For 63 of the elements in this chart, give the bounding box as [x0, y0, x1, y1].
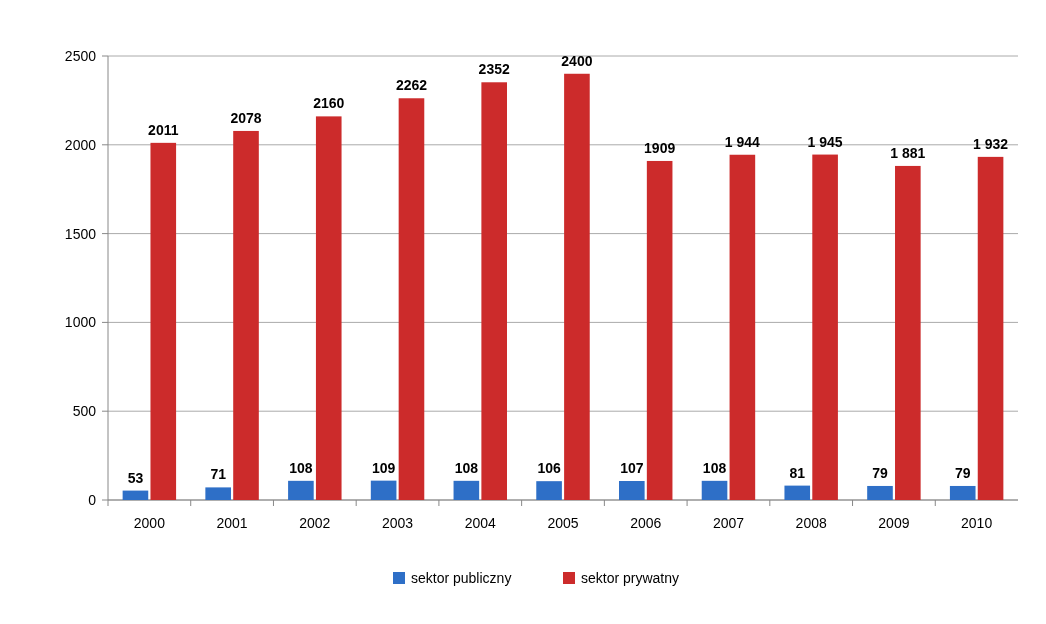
y-tick-label: 1500 [64, 225, 97, 242]
bar [729, 154, 756, 500]
data-label: 108 [289, 459, 313, 476]
x-tick-label: 2006 [630, 515, 662, 531]
bar [564, 73, 590, 500]
bar [205, 487, 231, 500]
data-label: 2262 [395, 77, 428, 94]
bar [288, 480, 314, 500]
data-label: 2352 [478, 61, 510, 78]
bar [701, 480, 728, 500]
data-label: 2160 [313, 95, 345, 112]
bar [977, 156, 1004, 500]
data-label: 1909 [644, 139, 676, 156]
y-tick-label: 1000 [64, 314, 97, 331]
x-tick-label: 2003 [381, 515, 414, 531]
data-label: 107 [620, 460, 644, 476]
bar [150, 142, 177, 500]
x-tick-label: 2007 [712, 515, 745, 531]
x-tick-label: 2008 [795, 515, 827, 531]
bar [812, 154, 838, 500]
data-label: 1 945 [807, 133, 843, 150]
data-label: 106 [537, 460, 561, 477]
x-tick-label: 2010 [961, 515, 993, 531]
x-tick-label: 2004 [464, 515, 497, 531]
x-tick-label: 2009 [878, 515, 910, 531]
x-tick-label: 2001 [216, 515, 248, 531]
y-tick-label: 0 [88, 491, 97, 508]
legend-label: sektor prywatny [581, 569, 680, 586]
x-tick-label: 2002 [299, 515, 331, 531]
data-label: 1 881 [890, 144, 926, 161]
x-tick-label: 2000 [133, 515, 166, 531]
bar [398, 98, 425, 500]
bar [453, 480, 480, 500]
bar [233, 130, 259, 500]
legend-label: sektor publiczny [411, 569, 512, 586]
bar [619, 481, 645, 500]
y-tick-label: 2500 [64, 47, 97, 64]
bar [784, 485, 811, 500]
bar [481, 82, 507, 500]
data-label: 2400 [561, 52, 593, 69]
bar [895, 165, 921, 500]
bar [949, 485, 976, 500]
bar [646, 160, 673, 500]
data-label: 79 [872, 464, 888, 481]
data-label: 108 [702, 459, 727, 476]
data-label: 109 [371, 459, 396, 476]
y-tick-label: 500 [72, 403, 97, 420]
data-label: 1 932 [973, 135, 1009, 152]
bar [536, 481, 562, 500]
data-label: 71 [210, 466, 227, 483]
y-tick-label: 2000 [64, 136, 97, 153]
data-label: 2078 [230, 109, 262, 126]
data-label: 79 [954, 464, 971, 481]
data-label: 81 [789, 464, 806, 481]
bar [122, 490, 149, 500]
x-tick-label: 2005 [547, 515, 579, 531]
bar [867, 485, 893, 500]
data-label: 2011 [148, 121, 179, 138]
data-label: 108 [454, 459, 479, 476]
data-label: 1 944 [724, 133, 761, 150]
data-label: 53 [127, 469, 144, 486]
bar [315, 116, 342, 500]
bar [370, 480, 397, 500]
